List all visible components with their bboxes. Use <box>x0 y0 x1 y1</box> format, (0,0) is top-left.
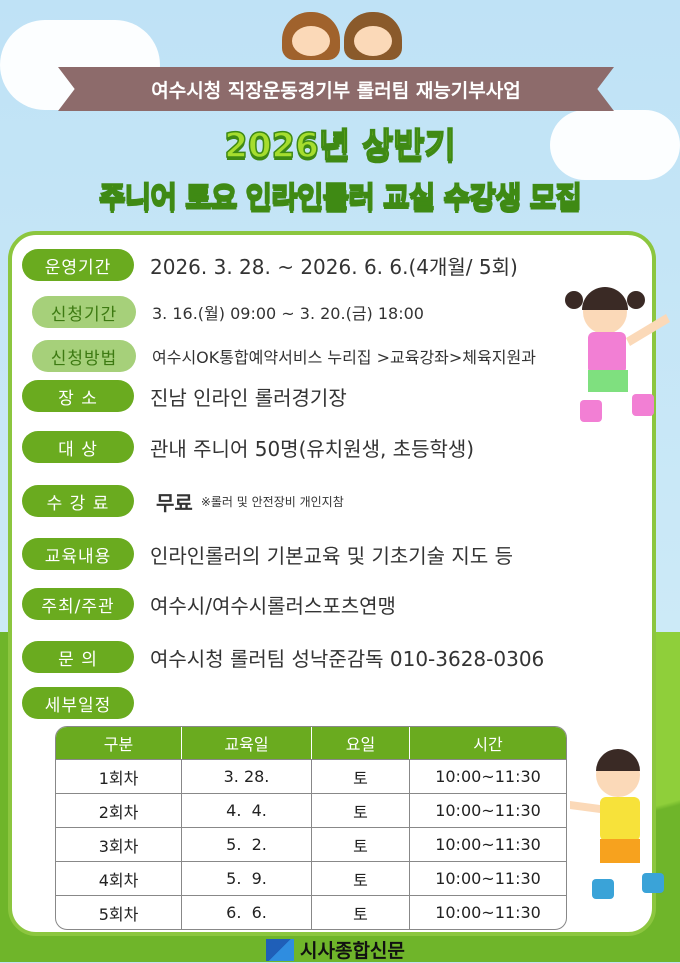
table-cell: 토 <box>312 895 410 929</box>
info-value: 진남 인라인 롤러경기장 <box>150 385 347 410</box>
table-cell: 토 <box>312 759 410 793</box>
title-line2: 주니어 토요 인라인롤러 교실 수강생 모집 <box>98 179 583 215</box>
label-pill: 신청방법 <box>32 340 136 372</box>
table-cell: 2회차 <box>56 793 182 827</box>
col-header: 요일 <box>312 727 410 759</box>
info-row: 수 강 료 무료 ※롤러 및 안전장비 개인지참 <box>22 485 344 517</box>
table-row: 2회차 4. 4. 토 10:00~11:30 <box>56 793 566 827</box>
info-row: 대 상 관내 주니어 50명(유치원생, 초등학생) <box>22 431 474 463</box>
table-cell: 10:00~11:30 <box>410 827 566 861</box>
cloud <box>550 110 680 180</box>
label-pill: 세부일정 <box>22 687 134 719</box>
label-pill: 대 상 <box>22 431 134 463</box>
info-value: 3. 16.(월) 09:00 ~ 3. 20.(금) 18:00 <box>152 304 424 323</box>
table-cell: 4회차 <box>56 861 182 895</box>
table-cell: 6. 6. <box>182 895 312 929</box>
label-pill: 수 강 료 <box>22 485 134 517</box>
info-value: 무료 <box>156 490 193 515</box>
table-cell: 3. 28. <box>182 759 312 793</box>
info-row: 장 소 진남 인라인 롤러경기장 <box>22 380 347 412</box>
table-row: 3회차 5. 2. 토 10:00~11:30 <box>56 827 566 861</box>
table-cell: 토 <box>312 793 410 827</box>
kids-illustration <box>282 12 402 60</box>
info-value: 여수시OK통합예약서비스 누리집 >교육강좌>체육지원과 <box>152 348 536 367</box>
label-pill: 교육내용 <box>22 538 134 570</box>
logo-icon <box>266 938 294 961</box>
table-row: 4회차 5. 9. 토 10:00~11:30 <box>56 861 566 895</box>
info-row: 신청기간 3. 16.(월) 09:00 ~ 3. 20.(금) 18:00 <box>22 296 424 328</box>
table-cell: 5. 2. <box>182 827 312 861</box>
table-cell: 5회차 <box>56 895 182 929</box>
watermark-logo: 시사종합신문 <box>266 936 405 963</box>
info-row: 교육내용 인라인롤러의 기본교육 및 기초기술 지도 등 <box>22 538 513 570</box>
label-pill: 신청기간 <box>32 296 136 328</box>
table-cell: 4. 4. <box>182 793 312 827</box>
schedule-table: 구분 교육일 요일 시간 1회차 3. 28. 토 10:00~11:30 2회차 4. 4. 토… <box>55 726 567 930</box>
info-value: 관내 주니어 50명(유치원생, 초등학생) <box>150 436 475 461</box>
title-line1: 2026년 상반기 <box>223 125 456 167</box>
info-value: 인라인롤러의 기본교육 및 기초기술 지도 등 <box>150 543 513 568</box>
col-header: 시간 <box>410 727 566 759</box>
info-row: 주최/주관 여수시/여수시롤러스포츠연맹 <box>22 588 396 620</box>
info-row: 운영기간 2026. 3. 28. ~ 2026. 6. 6.(4개월/ 5회) <box>22 249 518 281</box>
table-cell: 5. 9. <box>182 861 312 895</box>
info-row: 신청방법 여수시OK통합예약서비스 누리집 >교육강좌>체육지원과 <box>22 340 536 372</box>
info-value: 여수시청 롤러팀 성낙준감독 010-3628-0306 <box>150 646 545 671</box>
label-pill: 문 의 <box>22 641 134 673</box>
table-header: 구분 교육일 요일 시간 <box>56 727 566 759</box>
info-value: 여수시/여수시롤러스포츠연맹 <box>150 593 396 618</box>
table-cell: 10:00~11:30 <box>410 861 566 895</box>
table-cell: 10:00~11:30 <box>410 793 566 827</box>
info-note: ※롤러 및 안전장비 개인지참 <box>200 494 344 509</box>
label-pill: 운영기간 <box>22 249 134 281</box>
col-header: 교육일 <box>182 727 312 759</box>
table-cell: 토 <box>312 861 410 895</box>
table-row: 5회차 6. 6. 토 10:00~11:30 <box>56 895 566 929</box>
table-cell: 1회차 <box>56 759 182 793</box>
table-cell: 10:00~11:30 <box>410 895 566 929</box>
col-header: 구분 <box>56 727 182 759</box>
label-pill: 장 소 <box>22 380 134 412</box>
table-cell: 3회차 <box>56 827 182 861</box>
table-row: 1회차 3. 28. 토 10:00~11:30 <box>56 759 566 793</box>
info-value: 2026. 3. 28. ~ 2026. 6. 6.(4개월/ 5회) <box>150 254 518 279</box>
watermark-text: 시사종합신문 <box>300 940 405 962</box>
table-cell: 10:00~11:30 <box>410 759 566 793</box>
banner: 여수시청 직장운동경기부 롤러팀 재능기부사업 <box>58 67 614 111</box>
girl-skater-illustration <box>565 287 670 422</box>
info-row: 세부일정 <box>22 687 150 719</box>
table-cell: 토 <box>312 827 410 861</box>
label-pill: 주최/주관 <box>22 588 134 620</box>
info-row: 문 의 여수시청 롤러팀 성낙준감독 010-3628-0306 <box>22 641 544 673</box>
boy-skater-illustration <box>570 749 664 899</box>
